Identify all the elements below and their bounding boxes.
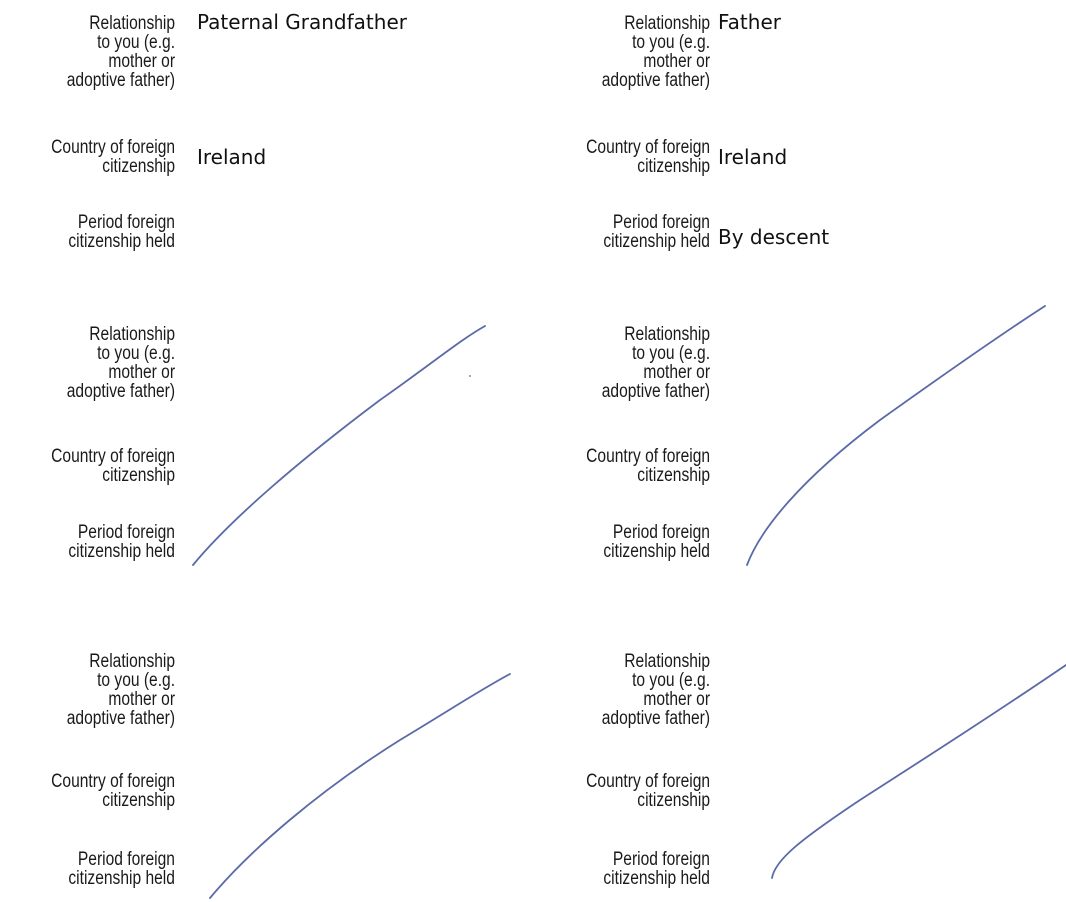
period-label: Period foreign citizenship held — [68, 522, 175, 562]
relationship-label: Relationship to you (e.g. mother or adop… — [601, 13, 710, 91]
country-label: Country of foreign citizenship — [586, 771, 710, 811]
strike-line-entry-6 — [771, 664, 1066, 879]
country-label: Country of foreign citizenship — [51, 446, 175, 486]
country-value[interactable]: Ireland — [718, 145, 788, 169]
period-label: Period foreign citizenship held — [603, 849, 710, 889]
relationship-label: Relationship to you (e.g. mother or adop… — [66, 324, 175, 402]
pen-speck — [469, 375, 471, 377]
period-label: Period foreign citizenship held — [603, 212, 710, 252]
strike-line-entry-3 — [192, 325, 486, 566]
strike-line-entry-5 — [209, 673, 511, 899]
period-value[interactable]: By descent — [718, 225, 830, 249]
relationship-label: Relationship to you (e.g. mother or adop… — [601, 651, 710, 729]
country-label: Country of foreign citizenship — [51, 137, 175, 177]
relationship-label: Relationship to you (e.g. mother or adop… — [66, 651, 175, 729]
country-label: Country of foreign citizenship — [586, 137, 710, 177]
relationship-label: Relationship to you (e.g. mother or adop… — [601, 324, 710, 402]
strike-line-entry-4 — [746, 305, 1046, 566]
country-label: Country of foreign citizenship — [51, 771, 175, 811]
country-label: Country of foreign citizenship — [586, 446, 710, 486]
country-value[interactable]: Ireland — [197, 145, 267, 169]
relationship-value[interactable]: Father — [718, 10, 781, 34]
relationship-value[interactable]: Paternal Grandfather — [197, 10, 407, 34]
period-label: Period foreign citizenship held — [68, 212, 175, 252]
period-label: Period foreign citizenship held — [68, 849, 175, 889]
period-label: Period foreign citizenship held — [603, 522, 710, 562]
relationship-label: Relationship to you (e.g. mother or adop… — [66, 13, 175, 91]
